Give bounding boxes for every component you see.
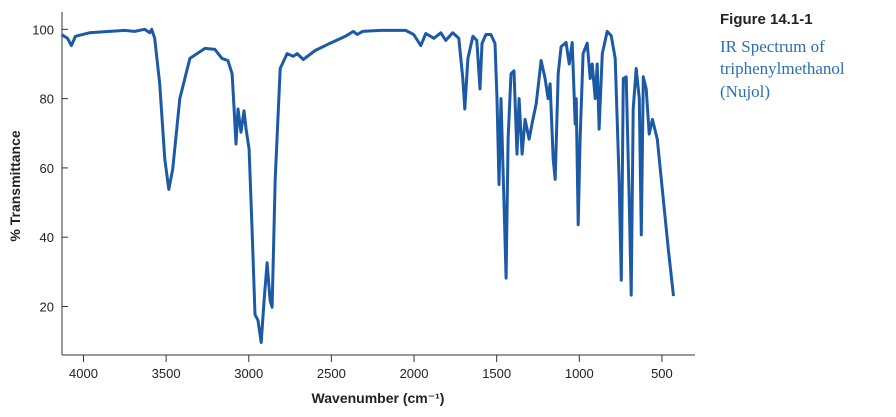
spectrum-line (60, 27, 675, 344)
figure-label: Figure 14.1-1 (720, 11, 813, 28)
y-tick-label: 80 (40, 92, 54, 107)
x-axis-label: Wavenumber (cm⁻¹) (312, 390, 445, 406)
y-tick-label: 100 (32, 22, 54, 37)
x-tick-label: 3500 (152, 366, 181, 381)
caption-line: triphenylmethanol (720, 59, 845, 78)
y-axis-label: % Transmittance (7, 130, 23, 241)
x-tick-label: 4000 (69, 366, 98, 381)
x-tick-label: 500 (651, 366, 673, 381)
y-tick-label: 60 (40, 161, 54, 176)
x-tick-label: 2000 (400, 366, 429, 381)
x-tick-label: 1000 (565, 366, 594, 381)
x-tick-label: 1500 (482, 366, 511, 381)
caption-line: (Nujol) (720, 82, 770, 101)
caption-line: IR Spectrum of (720, 37, 825, 56)
x-tick-label: 3000 (234, 366, 263, 381)
y-tick-label: 40 (40, 230, 54, 245)
y-tick-label: 20 (40, 299, 54, 314)
x-tick-label: 2500 (317, 366, 346, 381)
